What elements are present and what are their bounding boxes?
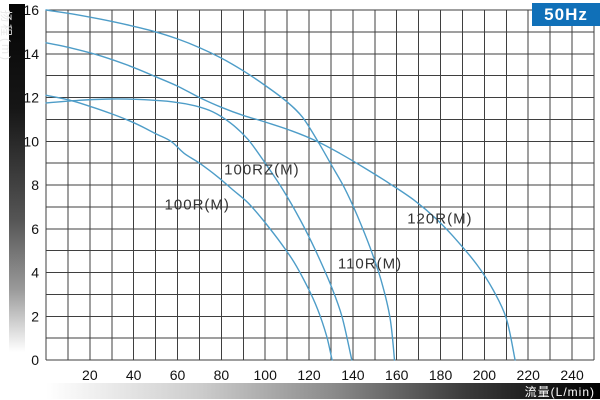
head-axis-label: 扬程(m)	[0, 10, 13, 62]
x-tick-label: 220	[517, 367, 541, 383]
pump-curve-100R(M)	[45, 94, 333, 361]
flow-axis-label: 流量(L/min)	[524, 385, 595, 399]
pump-curve-100RZ(M)	[45, 98, 353, 361]
y-tick-label: 12	[23, 90, 39, 106]
x-tick-label: 60	[170, 367, 186, 383]
y-tick-label: 10	[23, 133, 39, 149]
flow-axis-bar: 流量(L/min)	[46, 383, 600, 399]
x-tick-label: 200	[473, 367, 497, 383]
frequency-badge: 50Hz	[532, 3, 600, 26]
curve-label-100R(M): 100R(M)	[164, 196, 230, 214]
x-tick-label: 140	[341, 367, 365, 383]
y-tick-label: 14	[23, 46, 39, 62]
y-tick-label: 8	[31, 177, 39, 193]
head-axis-bar	[9, 4, 25, 352]
x-tick-label: 40	[126, 367, 142, 383]
curve-label-110R(M): 110R(M)	[337, 255, 403, 273]
y-tick-label: 4	[31, 265, 39, 281]
y-axis-ticks: 0 2 4 6 8 10 12 14 16	[23, 2, 39, 368]
x-tick-label: 120	[297, 367, 321, 383]
y-tick-label: 16	[23, 2, 39, 18]
x-tick-label: 160	[385, 367, 409, 383]
pump-curve-120R(M)	[45, 42, 516, 361]
x-tick-label: 240	[560, 367, 584, 383]
grid-layer	[45, 9, 595, 361]
x-tick-label: 80	[214, 367, 230, 383]
y-tick-label: 0	[31, 352, 39, 368]
y-tick-label: 6	[31, 221, 39, 237]
x-axis-ticks: 20 40 60 80 100 120 140 160 180 200 220 240	[82, 367, 584, 383]
curve-label-100RZ(M): 100RZ(M)	[224, 161, 300, 179]
curve-label-120R(M): 120R(M)	[407, 210, 473, 228]
y-tick-label: 2	[31, 308, 39, 324]
pump-curve-110R(M)	[45, 9, 396, 361]
x-tick-label: 100	[254, 367, 278, 383]
curves-layer	[45, 9, 516, 361]
x-tick-label: 180	[429, 367, 453, 383]
x-tick-label: 20	[82, 367, 98, 383]
